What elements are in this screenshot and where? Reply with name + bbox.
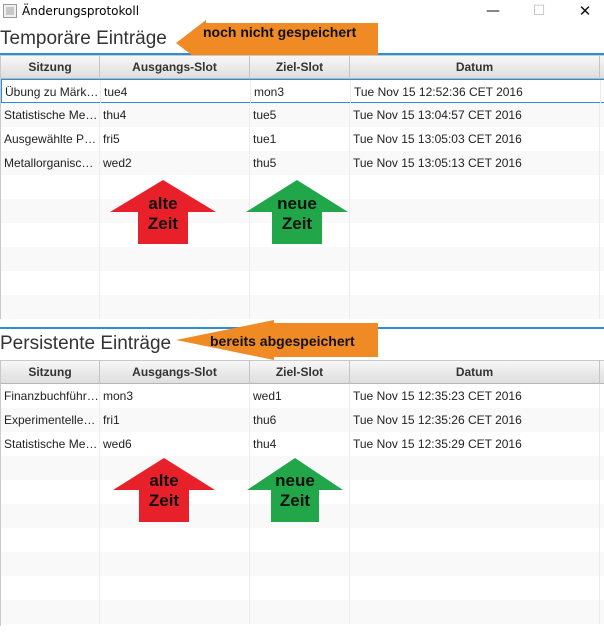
table-row[interactable]: Übung zu Märk… tue4 mon3 Tue Nov 15 12:5… <box>1 79 604 104</box>
column-header-ausgangs-slot[interactable]: Ausgangs-Slot <box>100 361 250 384</box>
cell-ziel-slot: tue1 <box>250 127 350 151</box>
old-time-label-line1: alte <box>148 194 178 213</box>
persistent-callout-label: bereits abgespeichert <box>210 333 355 349</box>
new-time-label-line2: Zeit <box>279 491 311 510</box>
table-row[interactable]: Statistische Met… wed6 thu4 Tue Nov 15 1… <box>1 432 604 456</box>
arrow-shape <box>110 180 216 244</box>
cell-ziel-slot: wed1 <box>250 384 350 408</box>
cell-ziel-slot: thu5 <box>250 151 350 175</box>
cell-datum: Tue Nov 15 13:04:57 CET 2016 <box>350 103 600 127</box>
close-button[interactable]: ✕ <box>578 2 592 20</box>
empty-row <box>1 247 604 271</box>
temporary-callout-label: noch nicht gespeichert <box>203 24 357 40</box>
table-row[interactable]: Statistische Met… thu4 tue5 Tue Nov 15 1… <box>1 103 604 127</box>
empty-row <box>1 295 604 319</box>
cell-datum: Tue Nov 15 13:05:13 CET 2016 <box>350 151 600 175</box>
persistent-callout-arrow <box>176 320 378 360</box>
old-time-label: alte Zeit <box>133 194 193 234</box>
cell-sitzung: Experimentelles… <box>1 408 100 432</box>
cell-ausgangs-slot: wed6 <box>100 432 250 456</box>
column-header-ziel-slot[interactable]: Ziel-Slot <box>250 361 350 384</box>
old-time-label-line1: alte <box>149 471 179 490</box>
callout-arrow-shape <box>176 320 378 360</box>
column-header-ausgangs-slot[interactable]: Ausgangs-Slot <box>100 56 250 79</box>
table-row[interactable]: Finanzbuchführ… mon3 wed1 Tue Nov 15 12:… <box>1 384 604 408</box>
column-header-sitzung[interactable]: Sitzung <box>1 56 100 79</box>
window-titlebar: Änderungsprotokoll — ☐ ✕ <box>0 0 604 24</box>
minimize-button[interactable]: — <box>486 3 500 19</box>
arrow-shape <box>246 180 348 244</box>
cell-ziel-slot: tue5 <box>250 103 350 127</box>
temporary-table-header: Sitzung Ausgangs-Slot Ziel-Slot Datum <box>1 55 604 79</box>
cell-sitzung: Übung zu Märk… <box>2 80 101 104</box>
old-time-label: alte Zeit <box>134 471 194 511</box>
temporary-callout-arrow <box>176 20 378 66</box>
cell-ziel-slot: thu4 <box>250 432 350 456</box>
new-time-arrow <box>246 180 348 244</box>
old-time-label-line2: Zeit <box>147 214 179 233</box>
cell-datum: Tue Nov 15 12:35:23 CET 2016 <box>350 384 600 408</box>
column-header-datum[interactable]: Datum <box>350 361 600 384</box>
arrow-shape <box>247 458 343 522</box>
new-time-label-line2: Zeit <box>281 214 313 233</box>
persistent-section-title: Persistente Einträge <box>0 333 172 354</box>
empty-row <box>1 576 604 600</box>
table-row[interactable]: Ausgewählte Pr… fri5 tue1 Tue Nov 15 13:… <box>1 127 604 151</box>
cell-sitzung: Finanzbuchführ… <box>1 384 100 408</box>
persistent-table-header: Sitzung Ausgangs-Slot Ziel-Slot Datum <box>1 360 604 384</box>
cell-ausgangs-slot: thu4 <box>100 103 250 127</box>
new-time-label-line1: neue <box>275 471 315 490</box>
old-time-label-line2: Zeit <box>148 491 180 510</box>
new-time-label: neue Zeit <box>267 194 327 234</box>
temporary-section-title: Temporäre Einträge <box>0 28 167 49</box>
cell-sitzung: Metallorganisc… <box>1 151 100 175</box>
cell-ausgangs-slot: tue4 <box>101 80 251 104</box>
arrow-shape <box>113 458 215 522</box>
cell-datum: Tue Nov 15 12:35:29 CET 2016 <box>350 432 600 456</box>
new-time-label: neue Zeit <box>265 471 325 511</box>
cell-ausgangs-slot: mon3 <box>100 384 250 408</box>
table-row[interactable]: Experimentelles… fri1 thu6 Tue Nov 15 12… <box>1 408 604 432</box>
new-time-label-line1: neue <box>277 194 317 213</box>
cell-sitzung: Statistische Met… <box>1 432 100 456</box>
empty-row <box>1 600 604 624</box>
callout-arrow-shape <box>176 20 378 66</box>
app-icon <box>3 4 17 18</box>
cell-sitzung: Statistische Met… <box>1 103 100 127</box>
old-time-arrow <box>110 180 216 244</box>
new-time-arrow <box>247 458 343 522</box>
cell-datum: Tue Nov 15 13:05:03 CET 2016 <box>350 127 600 151</box>
column-header-datum[interactable]: Datum <box>350 56 600 79</box>
persistent-table: Sitzung Ausgangs-Slot Ziel-Slot Datum Fi… <box>0 360 604 626</box>
old-time-arrow <box>113 458 215 522</box>
column-header-ziel-slot[interactable]: Ziel-Slot <box>250 56 350 79</box>
cell-ziel-slot: mon3 <box>251 80 351 104</box>
empty-row <box>1 552 604 576</box>
window-title: Änderungsprotokoll <box>22 4 140 18</box>
empty-row <box>1 528 604 552</box>
cell-sitzung: Ausgewählte Pr… <box>1 127 100 151</box>
maximize-button[interactable]: ☐ <box>532 3 546 19</box>
cell-ausgangs-slot: wed2 <box>100 151 250 175</box>
cell-datum: Tue Nov 15 12:52:36 CET 2016 <box>351 80 601 104</box>
cell-ausgangs-slot: fri5 <box>100 127 250 151</box>
cell-ziel-slot: thu6 <box>250 408 350 432</box>
column-header-sitzung[interactable]: Sitzung <box>1 361 100 384</box>
cell-ausgangs-slot: fri1 <box>100 408 250 432</box>
table-row[interactable]: Metallorganisc… wed2 thu5 Tue Nov 15 13:… <box>1 151 604 175</box>
cell-datum: Tue Nov 15 12:35:26 CET 2016 <box>350 408 600 432</box>
empty-row <box>1 271 604 295</box>
